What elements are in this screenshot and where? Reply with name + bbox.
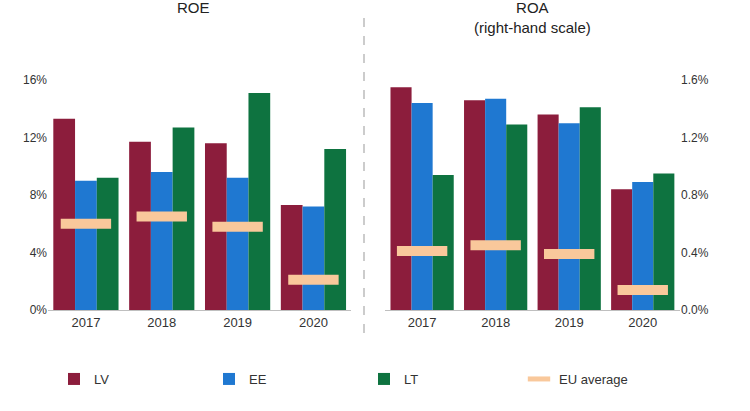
svg-text:2020: 2020 bbox=[628, 315, 657, 330]
svg-text:LT: LT bbox=[404, 372, 418, 387]
svg-text:ROA(right-hand scale): ROA(right-hand scale) bbox=[474, 0, 591, 36]
svg-text:0.0%: 0.0% bbox=[681, 303, 709, 317]
svg-text:0.8%: 0.8% bbox=[681, 188, 709, 202]
svg-text:2017: 2017 bbox=[71, 315, 100, 330]
svg-text:1.2%: 1.2% bbox=[681, 131, 709, 145]
svg-text:2017: 2017 bbox=[408, 315, 437, 330]
svg-text:2018: 2018 bbox=[481, 315, 510, 330]
svg-text:12%: 12% bbox=[23, 131, 47, 145]
svg-text:4%: 4% bbox=[30, 246, 48, 260]
svg-text:EU average: EU average bbox=[559, 372, 628, 387]
svg-text:2019: 2019 bbox=[223, 315, 252, 330]
svg-text:2019: 2019 bbox=[555, 315, 584, 330]
svg-text:8%: 8% bbox=[30, 188, 48, 202]
svg-text:0%: 0% bbox=[30, 303, 48, 317]
svg-text:16%: 16% bbox=[23, 73, 47, 87]
svg-text:ROE: ROE bbox=[177, 0, 210, 16]
svg-text:EE: EE bbox=[249, 372, 267, 387]
svg-text:2018: 2018 bbox=[147, 315, 176, 330]
svg-text:LV: LV bbox=[94, 372, 109, 387]
svg-text:2020: 2020 bbox=[299, 315, 328, 330]
svg-text:1.6%: 1.6% bbox=[681, 73, 709, 87]
svg-text:0.4%: 0.4% bbox=[681, 246, 709, 260]
